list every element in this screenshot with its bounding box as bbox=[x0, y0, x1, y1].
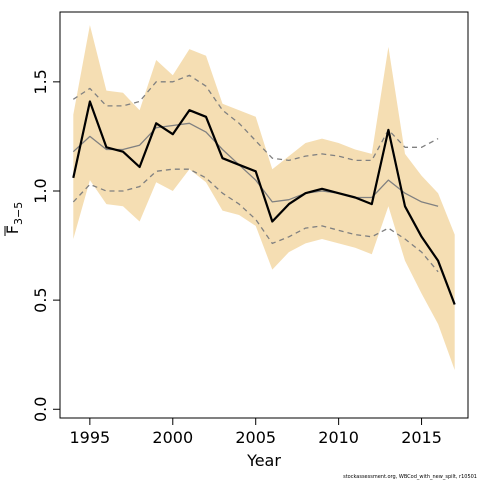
y-axis: 0.0 0.5 1.0 1.5 bbox=[31, 69, 60, 422]
x-axis: 1995 2000 2005 2010 2015 bbox=[69, 418, 442, 447]
x-tick-label: 2010 bbox=[318, 428, 359, 447]
series-line-estimate bbox=[72, 100, 456, 305]
x-axis-title: Year bbox=[246, 451, 281, 470]
x-tick-label: 2005 bbox=[235, 428, 276, 447]
x-tick-label: 2015 bbox=[401, 428, 442, 447]
plot-frame bbox=[59, 11, 469, 419]
series-layer bbox=[72, 74, 456, 305]
x-tick-label: 2000 bbox=[152, 428, 193, 447]
y-axis-title-subscript: 3−5 bbox=[12, 202, 25, 225]
series-line-retro-lower bbox=[72, 168, 439, 273]
series-line-retro-mean bbox=[72, 122, 439, 207]
x-tick-label: 1995 bbox=[69, 428, 110, 447]
y-tick-label: 1.0 bbox=[31, 178, 50, 203]
credit-text: stockassessment.org, WBCod_with_new_spil… bbox=[343, 474, 477, 480]
y-tick-label: 1.5 bbox=[31, 69, 50, 94]
y-axis-title: F3−5 bbox=[3, 202, 25, 234]
y-tick-label: 0.0 bbox=[31, 397, 50, 422]
y-tick-label: 0.5 bbox=[31, 287, 50, 312]
y-axis-title-main: F bbox=[3, 225, 22, 234]
